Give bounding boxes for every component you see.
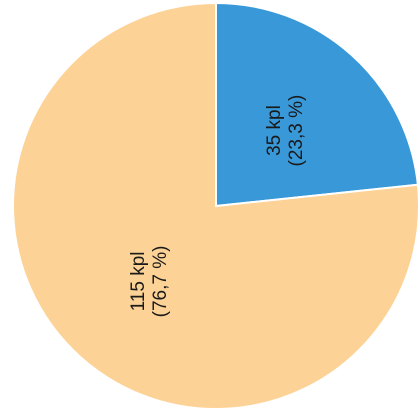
pie-label-0: 35 kpl (23,3 %) <box>264 95 307 167</box>
pie-label-value-0: 35 kpl <box>264 105 285 156</box>
pie-labels: 35 kpl (23,3 %) 115 kpl (76,7 %) <box>128 95 307 318</box>
pie-label-percent-0: (23,3 %) <box>286 95 307 167</box>
pie-label-value-1: 115 kpl <box>128 251 149 311</box>
pie-label-percent-1: (76,7 %) <box>150 246 171 318</box>
pie-slice-0 <box>215 1 419 208</box>
pie-slice-1 <box>12 1 420 410</box>
pie-label-1: 115 kpl (76,7 %) <box>128 246 171 318</box>
pie-slices <box>12 1 420 410</box>
